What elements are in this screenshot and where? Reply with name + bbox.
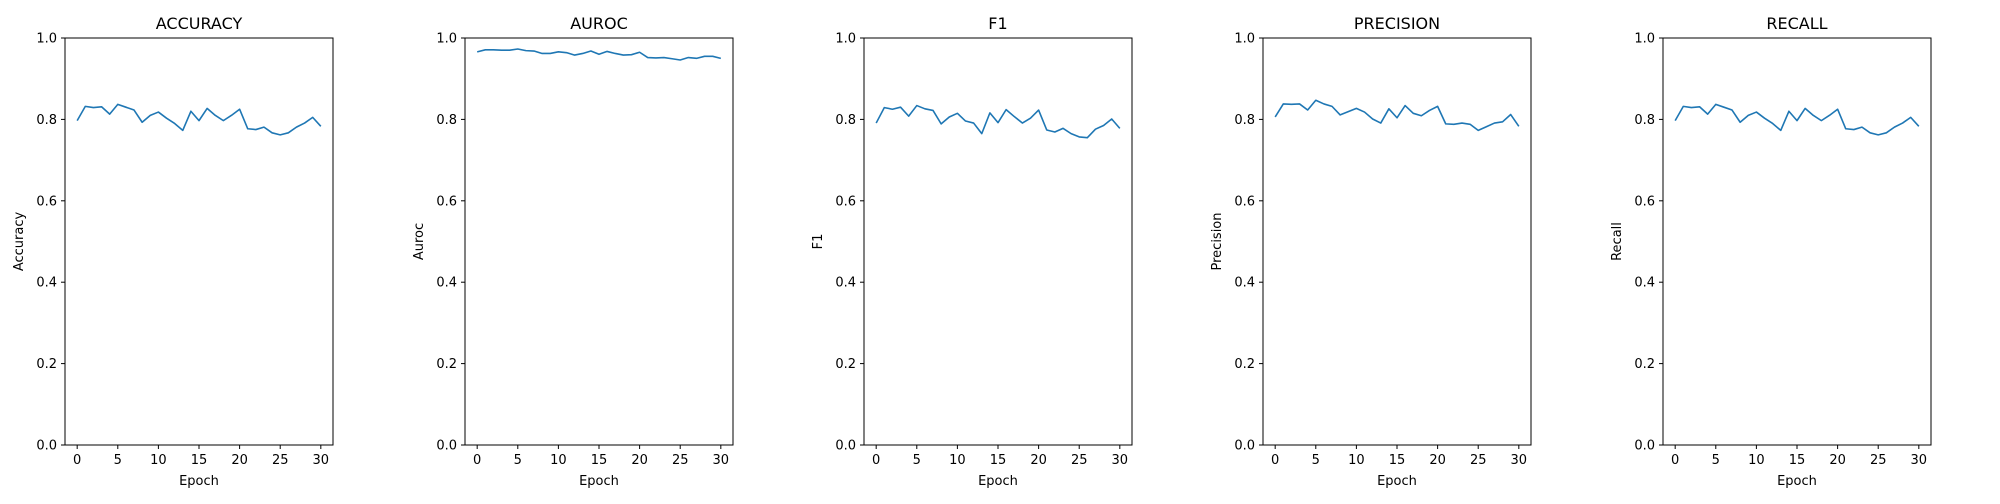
x-tick-label: 20 bbox=[1030, 453, 1047, 468]
x-tick-label: 5 bbox=[913, 453, 921, 468]
x-axis-label: Epoch bbox=[978, 474, 1018, 489]
x-tick-label: 15 bbox=[1789, 453, 1806, 468]
chart-panel-precision: PRECISION Precision Epoch 0.0 0.2 0.4 0.6 0.8 1.… bbox=[1210, 14, 1532, 489]
y-tick-label: 0.6 bbox=[1234, 194, 1255, 209]
y-tick-label: 0.2 bbox=[1234, 357, 1255, 372]
chart-title: F1 bbox=[988, 14, 1007, 33]
x-axis-label: Epoch bbox=[579, 474, 619, 489]
chart-title: AUROC bbox=[570, 14, 628, 33]
y-tick-label: 0.4 bbox=[436, 276, 457, 291]
y-tick-label: 0.8 bbox=[436, 113, 457, 128]
x-tick-label: 5 bbox=[1712, 453, 1720, 468]
x-tick-label: 20 bbox=[631, 453, 648, 468]
x-tick-label: 20 bbox=[1429, 453, 1446, 468]
x-tick-label: 5 bbox=[514, 453, 522, 468]
axes-frame bbox=[1262, 37, 1532, 446]
y-tick-label: 0.0 bbox=[36, 439, 57, 454]
y-tick-label: 0.0 bbox=[835, 439, 856, 454]
series-line-0 bbox=[76, 103, 322, 136]
y-tick-label: 0.0 bbox=[436, 439, 457, 454]
y-axis-label: Precision bbox=[1210, 212, 1225, 270]
y-tick-label: 0.0 bbox=[1234, 439, 1255, 454]
x-tick-label: 10 bbox=[1748, 453, 1765, 468]
x-tick-label: 15 bbox=[591, 453, 608, 468]
series-line-0 bbox=[476, 48, 722, 61]
x-tick-label: 30 bbox=[1112, 453, 1129, 468]
y-axis-label: Auroc bbox=[412, 223, 427, 260]
axes-frame bbox=[1662, 37, 1932, 446]
y-tick-label: 0.0 bbox=[1634, 439, 1655, 454]
x-tick-label: 0 bbox=[473, 453, 481, 468]
x-tick-label: 15 bbox=[191, 453, 208, 468]
x-tick-label: 30 bbox=[313, 453, 330, 468]
chart-title: RECALL bbox=[1766, 14, 1827, 33]
y-tick-label: 0.2 bbox=[835, 357, 856, 372]
x-tick-label: 5 bbox=[114, 453, 122, 468]
chart-panel-recall: RECALL Recall Epoch 0.0 0.2 0.4 0.6 0.8 1.0 0 5 10 1… bbox=[1610, 14, 1932, 489]
y-tick-label: 0.4 bbox=[1234, 276, 1255, 291]
y-tick-label: 0.2 bbox=[436, 357, 457, 372]
y-tick-label: 0.4 bbox=[1634, 276, 1655, 291]
y-tick-label: 1.0 bbox=[436, 32, 457, 47]
series-line-0 bbox=[1674, 103, 1920, 136]
chart-panel-f1: F1 F1 Epoch 0.0 0.2 0.4 0.6 0.8 1.0 0 5 10 15 20 25 30 bbox=[811, 14, 1133, 489]
x-tick-label: 0 bbox=[872, 453, 880, 468]
x-tick-label: 25 bbox=[1470, 453, 1487, 468]
y-tick-label: 0.8 bbox=[36, 113, 57, 128]
y-tick-label: 0.8 bbox=[1234, 113, 1255, 128]
x-tick-label: 30 bbox=[1511, 453, 1528, 468]
x-tick-label: 25 bbox=[1071, 453, 1088, 468]
x-axis-label: Epoch bbox=[1377, 474, 1417, 489]
chart-title: ACCURACY bbox=[156, 14, 243, 33]
series-line-0 bbox=[1274, 99, 1520, 132]
x-tick-label: 15 bbox=[1389, 453, 1406, 468]
y-axis-label: Accuracy bbox=[12, 212, 27, 272]
x-tick-label: 10 bbox=[550, 453, 567, 468]
x-tick-label: 30 bbox=[713, 453, 730, 468]
y-tick-label: 0.4 bbox=[36, 276, 57, 291]
y-tick-label: 0.8 bbox=[1634, 113, 1655, 128]
y-tick-label: 1.0 bbox=[835, 32, 856, 47]
x-tick-label: 20 bbox=[1829, 453, 1846, 468]
x-tick-label: 25 bbox=[1870, 453, 1887, 468]
chart-title: PRECISION bbox=[1354, 14, 1440, 33]
x-tick-label: 20 bbox=[231, 453, 248, 468]
x-tick-label: 10 bbox=[1348, 453, 1365, 468]
y-tick-label: 1.0 bbox=[36, 32, 57, 47]
x-tick-label: 25 bbox=[672, 453, 689, 468]
y-tick-label: 0.8 bbox=[835, 113, 856, 128]
x-tick-label: 15 bbox=[990, 453, 1007, 468]
x-tick-label: 10 bbox=[949, 453, 966, 468]
y-tick-label: 0.4 bbox=[835, 276, 856, 291]
y-tick-label: 0.6 bbox=[436, 194, 457, 209]
series-line-0 bbox=[875, 104, 1121, 139]
y-tick-label: 0.2 bbox=[1634, 357, 1655, 372]
x-tick-label: 25 bbox=[272, 453, 289, 468]
x-tick-label: 0 bbox=[1271, 453, 1279, 468]
y-axis-label: F1 bbox=[811, 234, 826, 250]
y-tick-label: 0.6 bbox=[1634, 194, 1655, 209]
chart-panel-accuracy: ACCURACY Accuracy Epoch 0.0 0.2 0.4 0.6 0.8 1.0 0… bbox=[12, 14, 334, 489]
y-tick-label: 0.6 bbox=[835, 194, 856, 209]
x-tick-label: 0 bbox=[73, 453, 81, 468]
axes-frame bbox=[464, 37, 734, 446]
x-tick-label: 0 bbox=[1671, 453, 1679, 468]
x-tick-label: 10 bbox=[150, 453, 167, 468]
axes-frame bbox=[863, 37, 1133, 446]
y-axis-label: Recall bbox=[1610, 222, 1625, 261]
axes-frame bbox=[64, 37, 334, 446]
x-tick-label: 5 bbox=[1312, 453, 1320, 468]
chart-panel-auroc: AUROC Auroc Epoch 0.0 0.2 0.4 0.6 0.8 1.0 0 5 10 15 2… bbox=[412, 14, 734, 489]
x-tick-label: 30 bbox=[1911, 453, 1928, 468]
y-tick-label: 0.6 bbox=[36, 194, 57, 209]
x-axis-label: Epoch bbox=[1777, 474, 1817, 489]
y-tick-label: 0.2 bbox=[36, 357, 57, 372]
y-tick-label: 1.0 bbox=[1634, 32, 1655, 47]
x-axis-label: Epoch bbox=[179, 474, 219, 489]
y-tick-label: 1.0 bbox=[1234, 32, 1255, 47]
